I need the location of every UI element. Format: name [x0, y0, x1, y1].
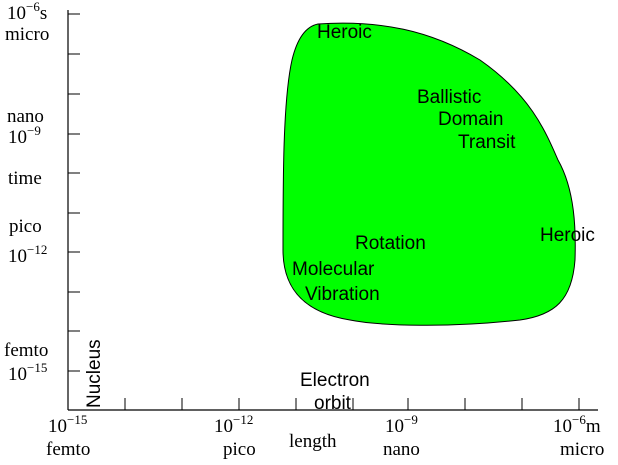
- label-heroic-right: Heroic: [540, 225, 595, 246]
- y-tick-label-femto-prefix: femto: [4, 340, 48, 361]
- y-tick-label-nano-value: 10−9: [8, 123, 41, 148]
- axes: [67, 10, 598, 411]
- x-tick-label-nano-prefix: nano: [383, 439, 420, 460]
- label-domain: Domain: [438, 109, 503, 130]
- label-electron: Electron: [300, 370, 370, 391]
- y-axis-label: time: [8, 168, 42, 189]
- label-molecular: Molecular: [292, 259, 375, 280]
- y-tick-label-pico-prefix: pico: [9, 216, 42, 237]
- x-ticks: [67, 398, 580, 410]
- y-tick-labels: 10−6s micro nano 10−9 time pico 10−12 fe…: [4, 0, 49, 385]
- x-axis-label: length: [289, 431, 337, 452]
- y-tick-label-nano-prefix: nano: [7, 106, 44, 127]
- x-tick-label-nano-value: 10−9: [385, 412, 418, 437]
- label-vibration: Vibration: [305, 284, 380, 305]
- y-tick-label-micro-value: 10−6s: [7, 0, 47, 24]
- y-tick-label-femto-value: 10−15: [8, 360, 47, 385]
- annotations: Nucleus Electron orbit: [84, 339, 370, 414]
- label-ballistic: Ballistic: [417, 87, 481, 108]
- label-rotation: Rotation: [355, 233, 426, 254]
- label-nucleus: Nucleus: [84, 339, 105, 408]
- label-orbit: orbit: [314, 393, 352, 414]
- label-heroic-top: Heroic: [317, 22, 372, 43]
- x-tick-label-femto-prefix: femto: [46, 439, 90, 460]
- region-labels: Heroic Ballistic Domain Transit Heroic R…: [292, 22, 595, 305]
- y-tick-label-pico-value: 10−12: [8, 242, 47, 267]
- interest-region: [282, 22, 576, 326]
- x-tick-label-micro-value: 10−6m: [553, 412, 601, 437]
- y-ticks: [68, 13, 80, 372]
- x-tick-label-femto-value: 10−15: [48, 412, 87, 437]
- y-tick-label-micro-prefix: micro: [5, 24, 49, 45]
- x-tick-label-pico-value: 10−12: [214, 412, 253, 437]
- x-tick-label-micro-prefix: micro: [560, 439, 604, 460]
- x-tick-labels: 10−15 femto 10−12 pico length 10−9 nano …: [46, 412, 604, 460]
- label-transit: Transit: [458, 132, 516, 153]
- x-tick-label-pico-prefix: pico: [223, 439, 256, 460]
